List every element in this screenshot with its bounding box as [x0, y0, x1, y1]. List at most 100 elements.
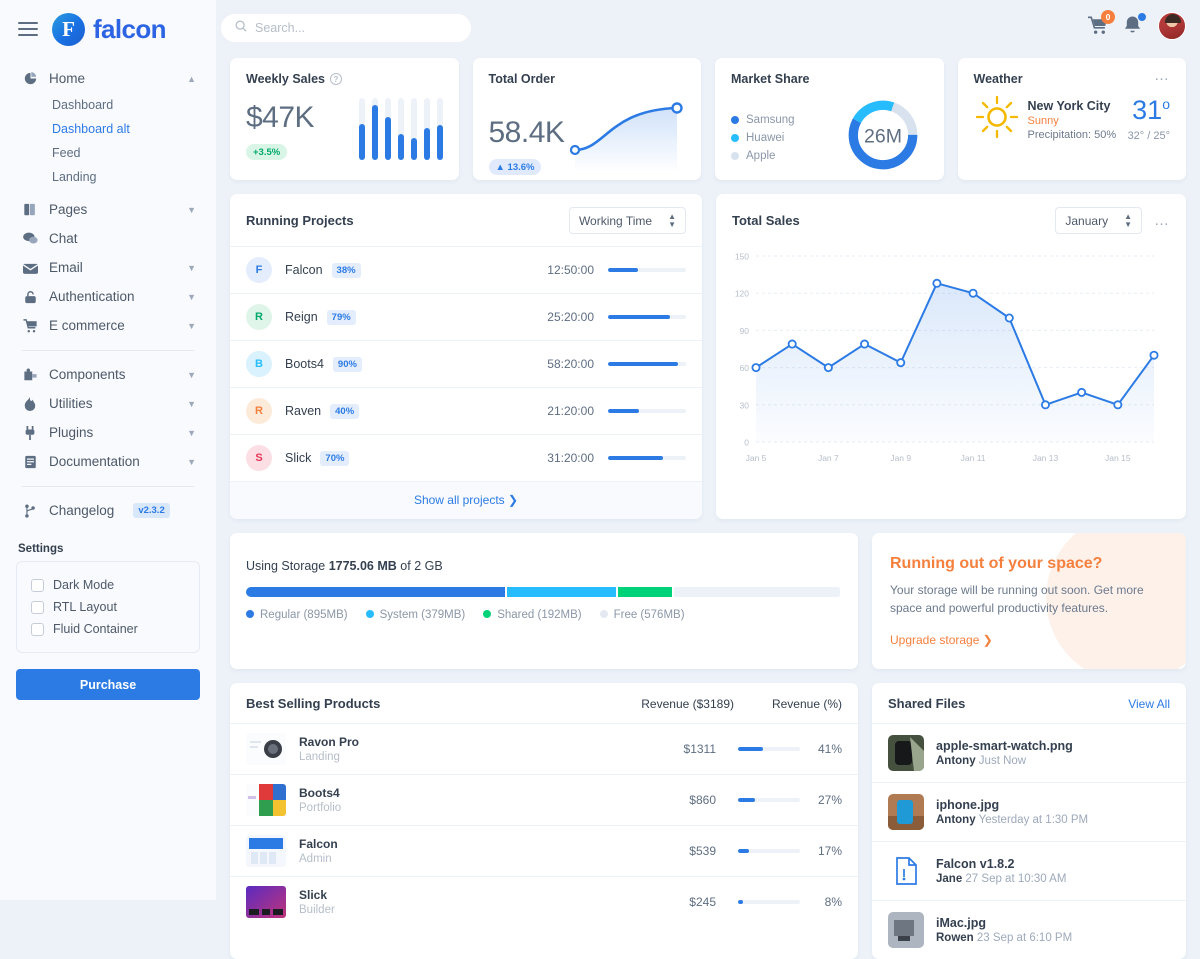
fire-icon — [22, 397, 38, 411]
best-selling-products-card: Best Selling Products Revenue ($3189) Re… — [230, 683, 858, 959]
cart-icon — [22, 319, 38, 333]
branch-icon — [22, 504, 38, 518]
storage-label: Using Storage 1775.06 MB of 2 GB — [246, 559, 842, 573]
product-category: Admin — [299, 853, 646, 865]
sidebar-subitem-landing[interactable]: Landing — [16, 165, 200, 189]
legend-dot — [600, 610, 608, 618]
legend-dot — [483, 610, 491, 618]
product-name: Boots4 — [299, 786, 646, 800]
sidebar-item-utilities[interactable]: Utilities ▼ — [16, 389, 200, 418]
toggle-dark-mode[interactable]: Dark Mode — [31, 574, 185, 596]
topbar: 0 — [216, 0, 1200, 58]
file-name: apple-smart-watch.png — [936, 739, 1073, 753]
file-thumbnail — [888, 794, 924, 830]
setting-label: Dark Mode — [53, 578, 114, 592]
legend-dot — [366, 610, 374, 618]
help-icon[interactable]: ? — [330, 73, 342, 85]
copy-icon — [22, 203, 38, 216]
chevron-updown-icon: ▲▼ — [668, 213, 676, 229]
sidebar-subitem-dashboard[interactable]: Dashboard — [16, 93, 200, 117]
sidebar-item-plugins[interactable]: Plugins ▼ — [16, 418, 200, 447]
show-all-projects-link[interactable]: Show all projects ❯ — [230, 481, 702, 519]
project-name: Raven — [285, 404, 321, 418]
sidebar-item-pages[interactable]: Pages ▼ — [16, 195, 200, 224]
shared-files-card: Shared Files View All apple-smart-watch.… — [872, 683, 1186, 959]
hamburger-menu-icon[interactable] — [18, 22, 38, 36]
project-percent: 40% — [330, 404, 359, 419]
working-time-select[interactable]: Working Time ▲▼ — [569, 207, 686, 234]
storage-progress-bar — [246, 587, 842, 597]
sidebar-subitem-label: Dashboard — [52, 98, 113, 112]
weather-range: 32° / 25° — [1128, 130, 1170, 142]
sidebar-item-email[interactable]: Email ▼ — [16, 253, 200, 282]
checkbox-icon[interactable] — [31, 579, 44, 592]
svg-text:150: 150 — [735, 252, 749, 262]
search-input[interactable] — [255, 21, 457, 35]
total-order-area-chart — [567, 98, 685, 177]
month-select[interactable]: January ▲▼ — [1055, 207, 1142, 234]
toggle-rtl-layout[interactable]: RTL Layout — [31, 596, 185, 618]
weekly-sales-bar — [385, 98, 391, 160]
weather-more-icon[interactable]: … — [1154, 72, 1170, 80]
sidebar-subitem-feed[interactable]: Feed — [16, 141, 200, 165]
product-revenue: $860 — [646, 793, 716, 807]
sidebar-nav: Home ▲ Dashboard Dashboard alt Feed Land… — [16, 64, 200, 525]
search-box[interactable] — [220, 13, 472, 43]
running-projects-title: Running Projects — [246, 213, 354, 228]
sidebar-item-documentation[interactable]: Documentation ▼ — [16, 447, 200, 476]
sidebar-item-authentication[interactable]: Authentication ▼ — [16, 282, 200, 311]
checkbox-icon[interactable] — [31, 623, 44, 636]
chevron-down-icon: ▼ — [187, 292, 196, 302]
weather-title: Weather — [974, 72, 1023, 86]
upgrade-storage-link[interactable]: Upgrade storage ❯ — [890, 633, 1168, 647]
sidebar-item-label: Documentation — [49, 454, 176, 469]
checkbox-icon[interactable] — [31, 601, 44, 614]
book-icon — [22, 455, 38, 469]
sidebar-item-home[interactable]: Home ▲ — [16, 64, 200, 93]
view-all-link[interactable]: View All — [1128, 697, 1170, 711]
sidebar-item-changelog[interactable]: Changelog v2.3.2 — [16, 496, 200, 525]
purchase-button[interactable]: Purchase — [16, 669, 200, 700]
sidebar-item-ecommerce[interactable]: E commerce ▼ — [16, 311, 200, 340]
version-badge: v2.3.2 — [133, 503, 169, 518]
comments-icon — [22, 232, 38, 245]
lock-icon — [22, 290, 38, 304]
sidebar-item-chat[interactable]: Chat — [16, 224, 200, 253]
file-row[interactable]: apple-smart-watch.png Antony Just Now — [872, 723, 1186, 782]
settings-heading: Settings — [18, 543, 200, 555]
avatar[interactable] — [1158, 12, 1186, 40]
sidebar-item-components[interactable]: Components ▼ — [16, 360, 200, 389]
total-sales-more-icon[interactable]: … — [1154, 217, 1170, 225]
brand: F falcon — [16, 0, 200, 58]
notification-bell-icon[interactable] — [1123, 15, 1145, 37]
shopping-cart-icon[interactable]: 0 — [1088, 15, 1110, 37]
market-share-legend-item: Huawei — [731, 132, 795, 144]
sidebar-subitem-dashboard-alt[interactable]: Dashboard alt — [16, 117, 200, 141]
project-progress-bar — [608, 268, 686, 272]
project-time: 58:20:00 — [547, 357, 594, 371]
chevron-down-icon: ▼ — [187, 205, 196, 215]
chevron-updown-icon: ▲▼ — [1124, 213, 1132, 229]
product-category: Landing — [299, 751, 646, 763]
toggle-fluid-container[interactable]: Fluid Container — [31, 618, 185, 640]
puzzle-icon — [22, 368, 38, 382]
svg-text:26M: 26M — [864, 125, 902, 147]
project-progress-bar — [608, 315, 686, 319]
product-revenue: $539 — [646, 844, 716, 858]
file-meta: Antony Just Now — [936, 755, 1073, 767]
sidebar-item-label: Chat — [49, 231, 200, 246]
